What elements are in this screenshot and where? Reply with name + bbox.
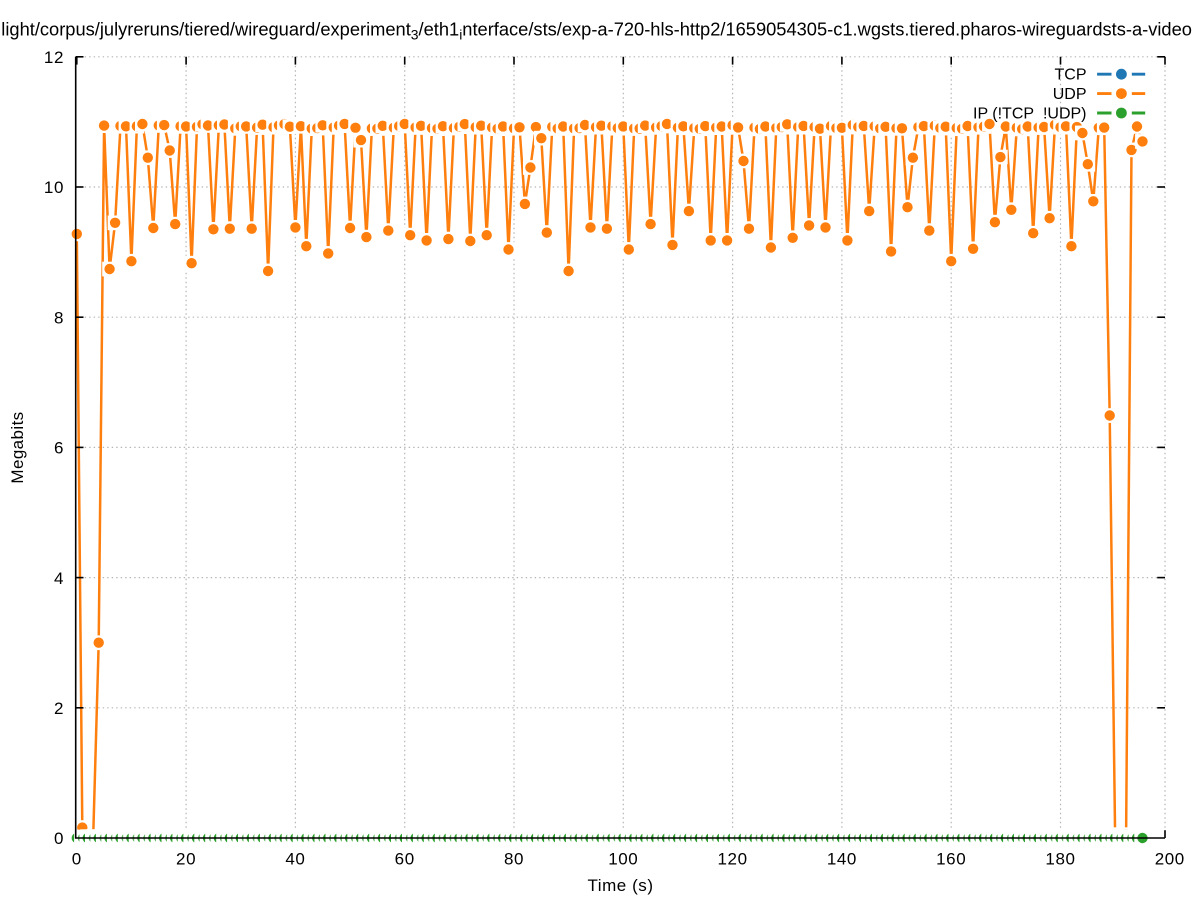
svg-text:180: 180 <box>1045 850 1075 869</box>
svg-text:0: 0 <box>54 829 64 848</box>
svg-text:10: 10 <box>44 178 64 197</box>
svg-text:0: 0 <box>72 850 82 869</box>
svg-text:160: 160 <box>936 850 966 869</box>
svg-text:Time (s): Time (s) <box>587 876 653 895</box>
svg-text:120: 120 <box>718 850 748 869</box>
svg-text:Megabits: Megabits <box>8 411 27 483</box>
svg-text:IP (!TCP !UDP): IP (!TCP !UDP) <box>973 106 1087 123</box>
svg-text:100: 100 <box>608 850 638 869</box>
svg-text:2: 2 <box>54 699 64 718</box>
svg-text:UDP: UDP <box>1053 86 1087 103</box>
svg-text:TCP: TCP <box>1055 67 1087 84</box>
svg-text:60: 60 <box>395 850 415 869</box>
svg-text:200: 200 <box>1155 850 1185 869</box>
svg-text:140: 140 <box>827 850 857 869</box>
svg-text:80: 80 <box>504 850 524 869</box>
svg-text:6: 6 <box>54 439 64 458</box>
svg-text:light/corpus/julyreruns/tiered: light/corpus/julyreruns/tiered/wireguard… <box>1 18 1192 42</box>
svg-text:20: 20 <box>176 850 196 869</box>
svg-text:4: 4 <box>54 569 64 588</box>
svg-text:12: 12 <box>44 48 64 67</box>
svg-text:40: 40 <box>285 850 305 869</box>
svg-text:8: 8 <box>54 308 64 327</box>
